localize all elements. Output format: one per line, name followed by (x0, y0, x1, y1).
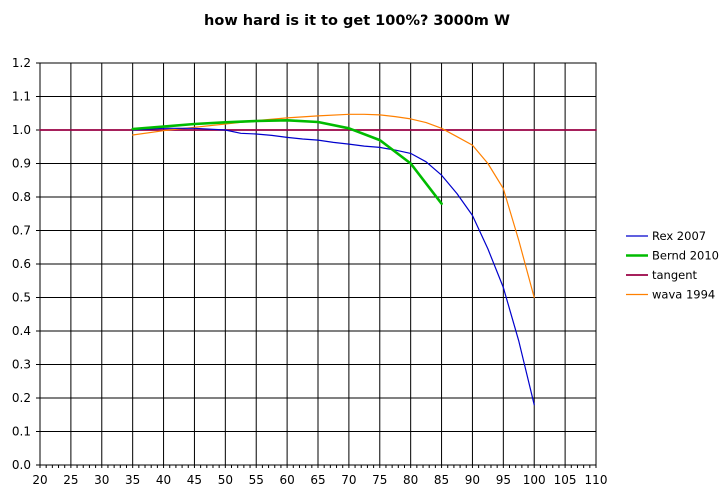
x-tick-label: 65 (310, 473, 325, 487)
legend-label: Rex 2007 (652, 229, 706, 243)
x-tick-label: 40 (156, 473, 171, 487)
x-tick-label: 30 (94, 473, 109, 487)
y-tick-label: 0.9 (12, 157, 31, 171)
y-tick-label: 0.6 (12, 257, 31, 271)
chart-title: how hard is it to get 100%? 3000m W (204, 13, 510, 29)
legend-label: tangent (652, 268, 698, 282)
x-tick-label: 105 (554, 473, 577, 487)
legend: Rex 2007 Bernd 2010 tangent wava 1994 (626, 229, 719, 302)
axes: 20 25 30 35 40 45 50 55 60 65 70 75 80 85 90 95 100 105 11… (12, 56, 608, 487)
series-lines (39, 113, 597, 406)
y-tick-label: 1.0 (12, 123, 31, 137)
x-tick-label: 45 (187, 473, 202, 487)
x-tick-label: 55 (249, 473, 264, 487)
y-tick-label: 1.2 (12, 56, 31, 70)
x-tick-label: 35 (125, 473, 140, 487)
x-tick-label: 60 (279, 473, 294, 487)
legend-item: tangent (626, 268, 698, 282)
y-tick-label: 0.1 (12, 425, 31, 439)
x-tick-label: 110 (585, 473, 608, 487)
y-tick-label: 0.2 (12, 391, 31, 405)
x-tick-label: 75 (372, 473, 387, 487)
legend-label: wava 1994 (652, 288, 715, 302)
series-line-rex-2007 (132, 127, 535, 406)
series-line-wava-1994 (132, 113, 535, 299)
y-tick-label: 0.8 (12, 190, 31, 204)
x-tick-label: 50 (218, 473, 233, 487)
y-tick-label: 0.5 (12, 291, 31, 305)
series-line-bernd-2010 (131, 119, 443, 205)
y-tick-label: 0.3 (12, 358, 31, 372)
y-tick-label: 0.7 (12, 224, 31, 238)
x-tick-label: 80 (403, 473, 418, 487)
y-tick-label: 0.0 (12, 458, 31, 472)
legend-item: wava 1994 (626, 288, 715, 302)
x-tick-label: 95 (496, 473, 511, 487)
x-tick-label: 20 (32, 473, 47, 487)
x-tick-label: 90 (465, 473, 480, 487)
x-tick-label: 100 (523, 473, 546, 487)
legend-item: Rex 2007 (626, 229, 706, 243)
y-tick-label: 1.1 (12, 90, 31, 104)
x-tick-label: 85 (434, 473, 449, 487)
legend-label: Bernd 2010 (652, 249, 719, 263)
plot-area-border (39, 62, 597, 466)
x-tick-label: 70 (341, 473, 356, 487)
y-tick-label: 0.4 (12, 324, 31, 338)
legend-item: Bernd 2010 (626, 249, 719, 263)
x-tick-label: 25 (63, 473, 78, 487)
